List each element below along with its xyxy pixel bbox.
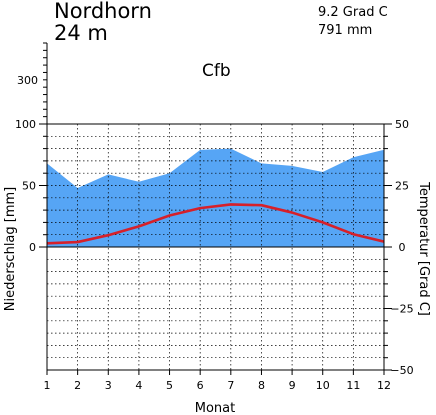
month-tick-label: 9	[289, 379, 296, 392]
temperature-tick-label: 50	[395, 118, 409, 131]
month-tick-label: 8	[258, 379, 265, 392]
precipitation-tick-label: 100	[15, 118, 36, 131]
month-tick-label: 4	[135, 379, 142, 392]
month-tick-label: 11	[346, 379, 360, 392]
x-axis-label: Monat	[195, 401, 235, 415]
temperature-tick-label: 25	[395, 180, 409, 193]
precipitation-scale-label: 300	[17, 74, 38, 87]
y-axis-left-label: Niederschlag [mm]	[3, 187, 18, 312]
annual-precipitation: 791 mm	[318, 23, 372, 38]
precipitation-tick-label: 0	[29, 241, 36, 254]
station-elevation: 24 m	[54, 21, 108, 45]
month-tick-label: 10	[316, 379, 330, 392]
month-tick-label: 1	[44, 379, 51, 392]
month-tick-label: 3	[105, 379, 112, 392]
annual-temperature: 9.2 Grad C	[318, 5, 388, 20]
station-name: Nordhorn	[54, 0, 152, 23]
month-tick-label: 12	[377, 379, 391, 392]
month-tick-label: 2	[74, 379, 81, 392]
temperature-line	[46, 203, 385, 245]
month-tick-label: 5	[166, 379, 173, 392]
precipitation-tick-label: 50	[22, 180, 36, 193]
climate-class: Cfb	[202, 61, 231, 81]
temperature-tick-label: −50	[390, 364, 413, 377]
y-axis-right-label: Temperatur [Grad C]	[416, 181, 431, 316]
temperature-tick-label: −25	[390, 303, 413, 316]
month-tick-label: 6	[197, 379, 204, 392]
temperature-tick-label: 0	[399, 241, 406, 254]
month-tick-label: 7	[227, 379, 234, 392]
